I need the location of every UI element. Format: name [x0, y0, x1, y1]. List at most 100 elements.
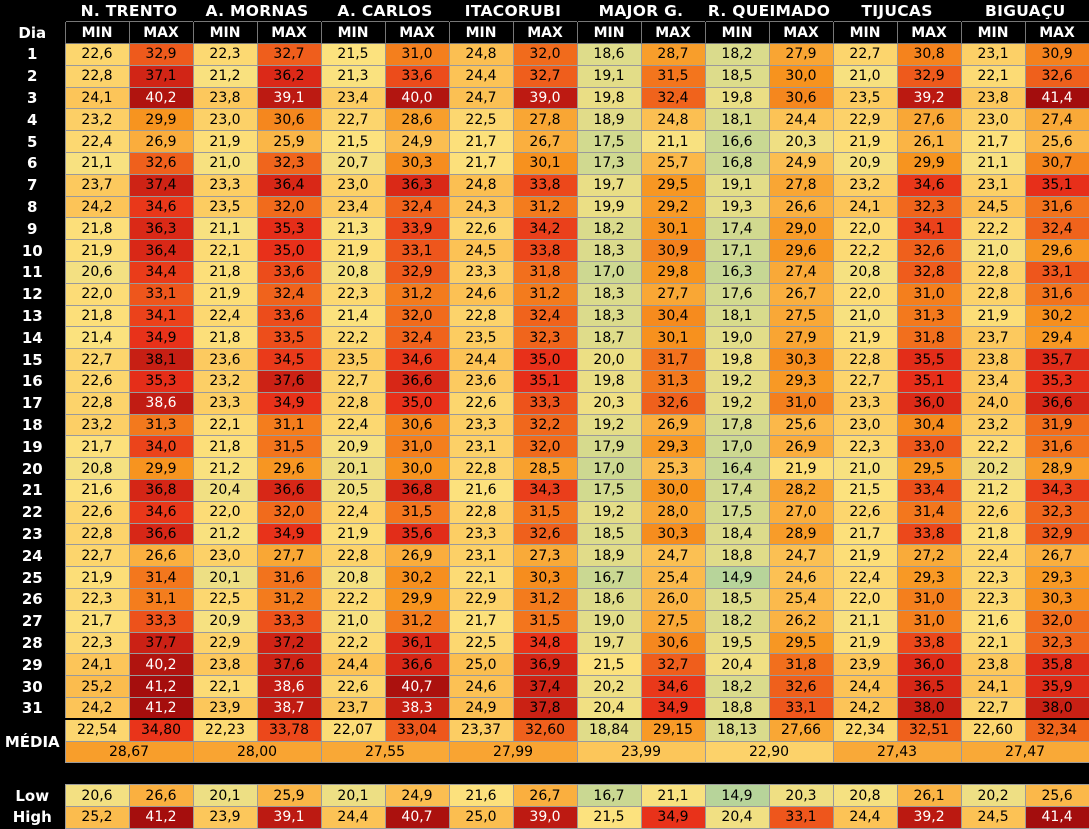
- temperature-cell: 19,2: [704, 370, 770, 393]
- temperature-cell: 22,1: [960, 64, 1026, 88]
- row-label: 13: [0, 305, 65, 327]
- temperature-cell: 22,9: [832, 108, 898, 132]
- temperature-cell: 23,0: [960, 108, 1026, 132]
- station-average-cell: 27,55: [320, 740, 450, 764]
- day-row: 26 22,3 31,1 22,5 31,2 22,2 29,9 22,9 31,2 18,6 26…: [0, 588, 1089, 611]
- temperature-cell: 30,6: [256, 108, 322, 132]
- temperature-cell: 29,8: [640, 261, 706, 284]
- max-column-header: MAX: [384, 21, 450, 45]
- temperature-cell: 34,9: [256, 522, 322, 546]
- temperature-cell: 30,8: [896, 43, 962, 66]
- temperature-cell: 32,60: [512, 718, 578, 742]
- media-average-row: 28,67 28,00 27,55 27,99 23,99 22,90 27,43 27,47: [0, 740, 1089, 764]
- temperature-cell: 23,1: [960, 43, 1026, 66]
- temperature-cell: 21,1: [960, 152, 1026, 175]
- temperature-cell: 32,6: [640, 391, 706, 415]
- temperature-cell: 25,2: [64, 805, 130, 829]
- temperature-cell: 20,4: [192, 479, 258, 502]
- temperature-cell: 23,3: [448, 522, 514, 546]
- temperature-cell: 29,9: [896, 152, 962, 175]
- temperature-cell: 37,1: [128, 64, 194, 88]
- day-row: 24 22,7 26,6 23,0 27,7 22,8 26,9 23,1 27,3 18,9 24…: [0, 544, 1089, 568]
- min-column-header: MIN: [576, 21, 642, 45]
- temperature-cell: 28,6: [384, 108, 450, 132]
- temperature-cell: 22,8: [448, 500, 514, 524]
- temperature-cell: 37,7: [128, 631, 194, 655]
- temperature-cell: 41,2: [128, 675, 194, 698]
- temperature-cell: 22,3: [832, 435, 898, 459]
- temperature-cell: 18,8: [704, 697, 770, 720]
- temperature-cell: 33,3: [512, 391, 578, 415]
- temperature-cell: 30,3: [1024, 588, 1089, 611]
- temperature-cell: 22,7: [960, 697, 1026, 720]
- temperature-cell: 33,6: [384, 64, 450, 88]
- temperature-cell: 35,3: [256, 217, 322, 241]
- day-row: 30 25,2 41,2 22,1 38,6 22,6 40,7 24,6 37,4 20,2 34…: [0, 675, 1089, 698]
- temperature-cell: 22,8: [320, 391, 386, 415]
- day-row: 7 23,7 37,4 23,3 36,4 23,0 36,3 24,8 33,8 19,7 29,…: [0, 173, 1089, 197]
- temperature-cell: 33,78: [256, 718, 322, 742]
- temperature-cell: 22,3: [192, 43, 258, 66]
- media-row: MÉDIA 22,54 34,80 22,23 33,78 22,07 33,04 23,37…: [0, 718, 1089, 763]
- day-row: 3 24,1 40,2 23,8 39,1 23,4 40,0 24,7 39,0 19,8 32,…: [0, 86, 1089, 110]
- temperature-cell: 22,3: [64, 631, 130, 655]
- temperature-cell: 33,1: [768, 697, 834, 720]
- temperature-cell: 20,2: [576, 675, 642, 698]
- row-label: 3: [0, 87, 65, 109]
- temperature-cell: 24,5: [448, 239, 514, 263]
- temperature-cell: 23,0: [192, 544, 258, 568]
- temperature-cell: 17,4: [704, 217, 770, 241]
- station-header-row: N. TRENTO A. MORNAS A. CARLOS ITACORUBI MAJO…: [0, 0, 1089, 22]
- station-average-cell: 27,99: [448, 740, 578, 764]
- row-label: High: [0, 806, 65, 829]
- temperature-cell: 24,3: [448, 195, 514, 219]
- temperature-cell: 21,8: [960, 522, 1026, 546]
- temperature-cell: 24,4: [448, 348, 514, 372]
- temperature-cell: 34,4: [128, 261, 194, 284]
- row-label: 30: [0, 675, 65, 698]
- row-label: 18: [0, 414, 65, 436]
- temperature-cell: 19,2: [704, 391, 770, 415]
- day-row: 28 22,3 37,7 22,9 37,2 22,2 36,1 22,5 34,8 19,7 30…: [0, 631, 1089, 655]
- temperature-cell: 19,7: [576, 631, 642, 655]
- temperature-cell: 24,2: [64, 195, 130, 219]
- temperature-cell: 24,7: [448, 86, 514, 110]
- temperature-cell: 31,6: [256, 566, 322, 590]
- temperature-cell: 30,6: [384, 413, 450, 437]
- temperature-cell: 32,4: [384, 326, 450, 350]
- row-label: 17: [0, 392, 65, 415]
- temperature-cell: 41,2: [128, 805, 194, 829]
- row-label: 9: [0, 217, 65, 240]
- temperature-cell: 27,7: [256, 544, 322, 568]
- temperature-cell: 20,1: [192, 566, 258, 590]
- station-average-cell: 27,47: [960, 740, 1089, 764]
- temperature-cell: 22,8: [448, 304, 514, 328]
- temperature-cell: 34,6: [384, 348, 450, 372]
- temperature-cell: 22,6: [960, 500, 1026, 524]
- temperature-cell: 35,9: [1024, 675, 1089, 698]
- day-row: 12 22,0 33,1 21,9 32,4 22,3 31,2 24,6 31,2 18,3 27…: [0, 282, 1089, 306]
- temperature-cell: 26,6: [128, 784, 194, 807]
- temperature-cell: 21,3: [320, 64, 386, 88]
- temperature-cell: 31,8: [768, 653, 834, 677]
- temperature-cell: 21,8: [192, 435, 258, 459]
- temperature-cell: 22,60: [960, 718, 1026, 742]
- temperature-cell: 31,6: [1024, 282, 1089, 306]
- temperature-cell: 27,5: [640, 609, 706, 633]
- temperature-cell: 38,0: [896, 697, 962, 720]
- temperature-cell: 21,4: [320, 304, 386, 328]
- temperature-cell: 28,2: [768, 479, 834, 502]
- temperature-cell: 23,7: [960, 326, 1026, 350]
- day-row: 8 24,2 34,6 23,5 32,0 23,4 32,4 24,3 31,2 19,9 29,…: [0, 195, 1089, 219]
- temperature-cell: 27,7: [640, 282, 706, 306]
- temperature-cell: 21,8: [64, 304, 130, 328]
- station-average-cell: 27,43: [832, 740, 962, 764]
- temperature-cell: 35,0: [256, 239, 322, 263]
- row-label: 2: [0, 65, 65, 88]
- temperature-cell: 22,6: [448, 217, 514, 241]
- temperature-cell: 20,3: [768, 130, 834, 154]
- temperature-cell: 35,6: [384, 522, 450, 546]
- temperature-cell: 25,7: [640, 152, 706, 175]
- temperature-cell: 23,8: [192, 653, 258, 677]
